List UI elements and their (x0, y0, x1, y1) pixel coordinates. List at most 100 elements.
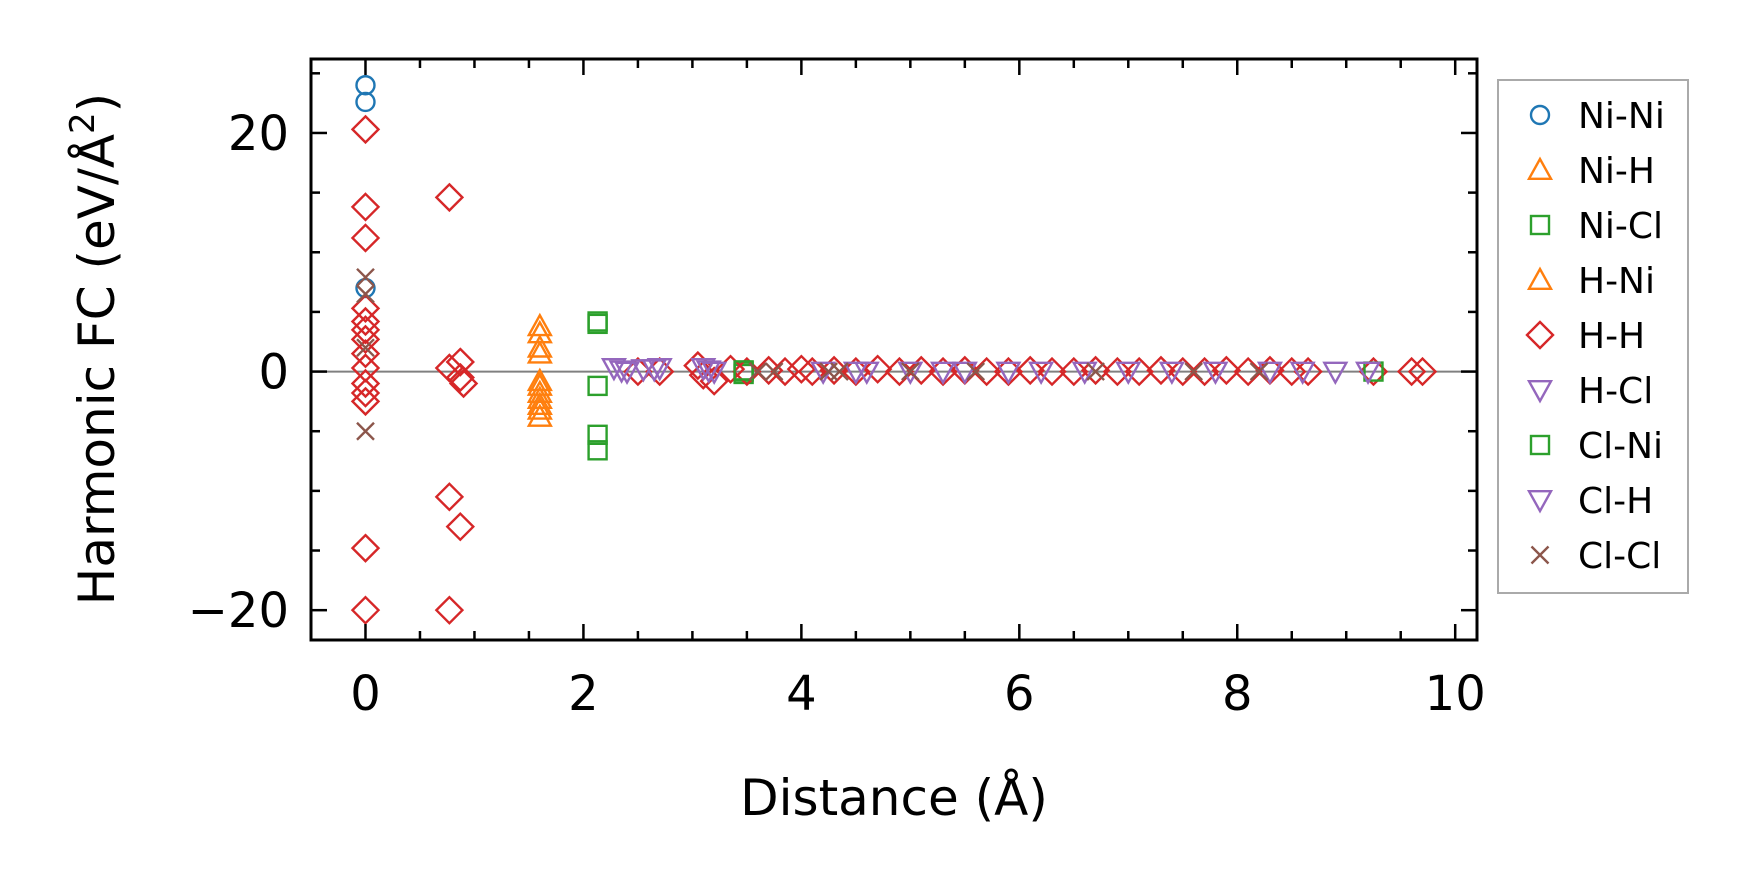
data-point (1015, 355, 1045, 386)
legend-marker (1529, 104, 1551, 126)
legend-item: Cl-Ni (1529, 426, 1663, 467)
x-tick-label: 4 (786, 666, 817, 722)
data-point (786, 354, 817, 384)
data-point (748, 362, 768, 381)
data-point (1028, 361, 1055, 386)
data-point (830, 362, 849, 381)
data-point (1071, 361, 1098, 386)
data-point (732, 356, 762, 387)
x-tick-label: 8 (1222, 666, 1253, 722)
data-point (587, 424, 608, 446)
data-point (350, 114, 381, 145)
data-point (995, 361, 1022, 386)
series-ni-ni (355, 75, 376, 299)
data-point (355, 277, 376, 299)
data-point (526, 312, 553, 337)
data-point (971, 356, 1002, 387)
legend-item: Ni-Ni (1529, 96, 1665, 137)
y-tick-label: 20 (228, 106, 289, 162)
data-point (819, 355, 849, 386)
data-point (526, 372, 553, 396)
data-point (350, 293, 381, 324)
data-point (356, 284, 375, 304)
data-point (1396, 356, 1427, 387)
data-point (764, 362, 784, 381)
data-point (1322, 361, 1349, 386)
data-point (1168, 356, 1198, 387)
legend-label: Ni-Ni (1578, 96, 1665, 137)
legend-marker (1529, 214, 1551, 236)
data-point (355, 75, 376, 96)
legend-marker (1526, 380, 1554, 404)
plot-area (311, 75, 1477, 625)
y-tick-label: −20 (188, 583, 289, 639)
data-point (1102, 356, 1133, 387)
data-point (434, 182, 465, 213)
series-h-h (350, 114, 1438, 625)
data-point (695, 360, 722, 384)
data-point (1184, 362, 1204, 381)
data-point (862, 354, 893, 384)
legend-item: Ni-Cl (1529, 206, 1663, 247)
data-point (1059, 356, 1089, 387)
data-point (1407, 356, 1438, 387)
legend-marker (1526, 490, 1554, 514)
data-point (350, 533, 381, 563)
legend-item: H-H (1525, 316, 1645, 357)
data-point (356, 338, 375, 358)
y-axis-label-sup: 2 (63, 112, 103, 134)
legend-marker (1526, 266, 1554, 290)
legend-label: Cl-Cl (1578, 536, 1661, 577)
data-point (526, 385, 553, 410)
data-point (350, 223, 381, 253)
x-axis-label: Distance (Å) (740, 769, 1048, 827)
data-point (951, 361, 978, 386)
series-ni-h (526, 312, 553, 427)
data-point (350, 324, 381, 355)
legend-item: H-Cl (1526, 371, 1653, 412)
legend-label: Cl-H (1578, 481, 1653, 522)
data-point (1289, 361, 1316, 386)
series-cl-cl (356, 267, 1269, 441)
data-point (1124, 356, 1154, 387)
data-point (350, 378, 381, 408)
data-point (897, 361, 924, 386)
x-tick-label: 10 (1425, 666, 1486, 722)
data-point (350, 386, 381, 417)
data-point (526, 319, 553, 344)
data-point (966, 362, 986, 381)
y-axis-label-close: ) (68, 93, 126, 113)
data-point (1202, 361, 1229, 386)
legend-marker (1529, 434, 1551, 456)
legend-label: H-H (1578, 316, 1645, 357)
legend-marker (1526, 156, 1554, 181)
data-point (1354, 361, 1382, 386)
data-point (587, 311, 608, 332)
data-point (587, 375, 608, 397)
data-point (350, 338, 381, 369)
data-point (900, 362, 920, 381)
data-point (1189, 356, 1220, 387)
legend-label: H-Cl (1578, 371, 1653, 412)
data-point (1233, 356, 1263, 387)
data-point (1080, 355, 1111, 386)
data-point (1211, 355, 1242, 386)
legend-label: Cl-Ni (1578, 426, 1663, 467)
data-point (526, 403, 553, 427)
data-point (906, 355, 936, 386)
data-point (1115, 361, 1142, 386)
data-point (526, 334, 553, 358)
data-point (350, 306, 381, 337)
legend-label: H-Ni (1578, 261, 1655, 302)
data-point (434, 482, 465, 512)
legend-item: Cl-Cl (1530, 536, 1661, 577)
legend-item: H-Ni (1526, 261, 1655, 302)
series-ni-cl (587, 313, 754, 461)
data-point (929, 361, 957, 386)
series-h-ni (526, 319, 553, 420)
data-point (1249, 362, 1269, 381)
data-point (1086, 362, 1105, 381)
axis-ticks (311, 59, 1477, 640)
legend: Ni-Ni Ni-H Ni-Cl H-Ni H-H H-Cl Cl-Ni Cl-H Cl-Cl (1497, 79, 1689, 594)
data-point (770, 356, 800, 387)
